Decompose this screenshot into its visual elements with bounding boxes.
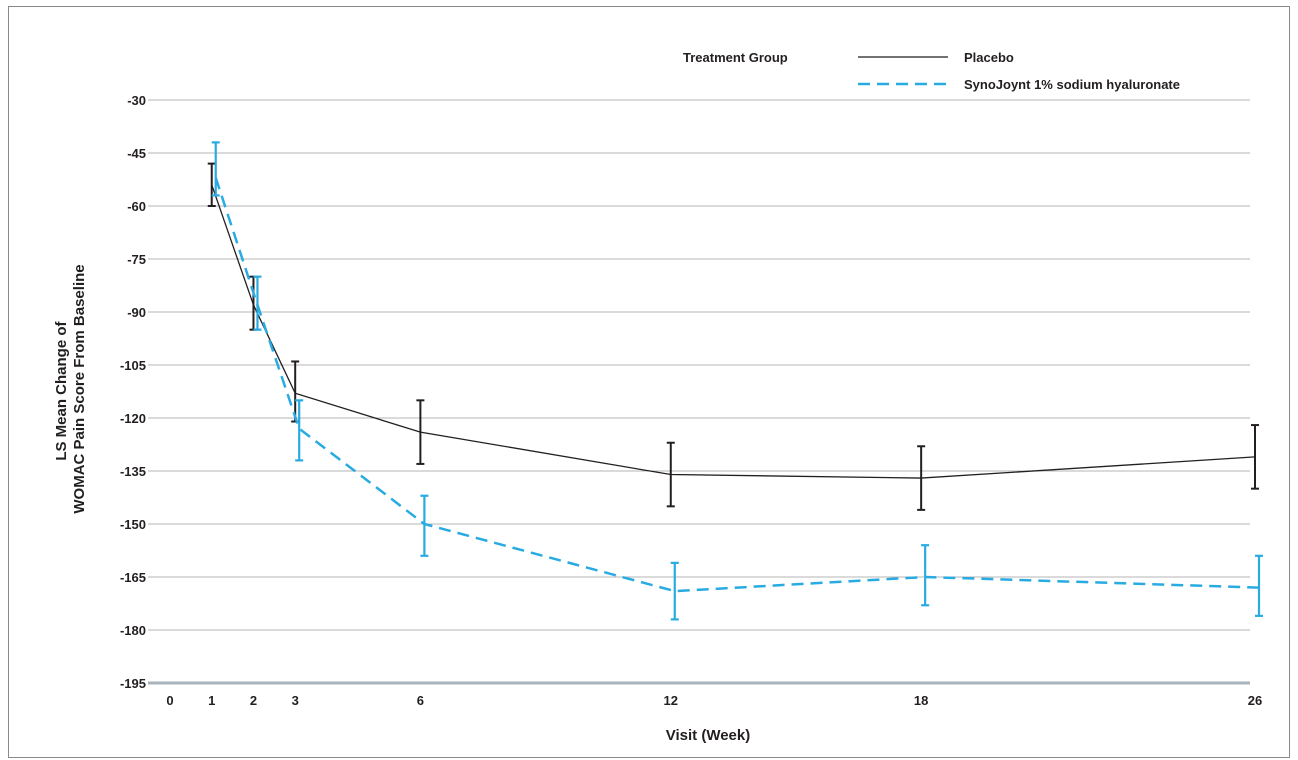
y-tick-label: -30 <box>127 93 146 108</box>
x-tick-label: 2 <box>250 693 257 708</box>
y-tick-label: -45 <box>127 146 146 161</box>
series-group <box>207 141 1263 621</box>
series-line <box>214 177 1260 593</box>
x-tick-label: 12 <box>664 693 678 708</box>
error-bar <box>295 399 304 462</box>
error-bar <box>249 275 258 331</box>
legend: Treatment Group Placebo SynoJoynt 1% sod… <box>683 50 1180 92</box>
y-tick-label: -180 <box>120 623 146 638</box>
error-bar <box>291 360 300 423</box>
error-bar <box>921 544 930 607</box>
series-placebo <box>207 162 1259 511</box>
y-tick-labels: -30 -45 -60 -75 -90 -105 -120 -135 -150 -165 -180 -… <box>120 93 146 691</box>
x-tick-label: 0 <box>166 693 173 708</box>
y-tick-label: -150 <box>120 517 146 532</box>
chart-frame <box>8 6 1290 758</box>
legend-title: Treatment Group <box>683 50 788 65</box>
y-tick-label: -165 <box>120 570 146 585</box>
legend-label-synojoynt: SynoJoynt 1% sodium hyaluronate <box>964 77 1180 92</box>
x-tick-label: 18 <box>914 693 928 708</box>
series-synojoynt <box>211 141 1263 621</box>
y-axis-title: LS Mean Change of WOMAC Pain Score From … <box>53 264 88 513</box>
y-tick-label: -105 <box>120 358 146 373</box>
error-bar <box>1255 554 1263 617</box>
error-bar <box>420 494 429 557</box>
y-tick-label: -60 <box>127 199 146 214</box>
x-tick-labels: 0 1 2 3 6 12 18 26 <box>166 693 1262 708</box>
grid-lines <box>148 99 1250 685</box>
error-bar <box>253 275 262 331</box>
series-line <box>211 184 1256 479</box>
x-tick-label: 3 <box>292 693 299 708</box>
y-axis-title-line-2: WOMAC Pain Score From Baseline <box>71 264 88 513</box>
y-tick-label: -90 <box>127 305 146 320</box>
error-bar <box>211 141 220 197</box>
y-tick-label: -75 <box>127 252 146 267</box>
legend-label-placebo: Placebo <box>964 50 1014 65</box>
x-axis-title: Visit (Week) <box>666 727 750 744</box>
x-tick-label: 6 <box>417 693 424 708</box>
x-tick-label: 1 <box>208 693 215 708</box>
y-tick-label: -120 <box>120 411 146 426</box>
x-tick-label: 26 <box>1248 693 1262 708</box>
y-axis-title-line-1: LS Mean Change of <box>53 321 70 461</box>
y-tick-label: -195 <box>120 676 146 691</box>
y-tick-label: -135 <box>120 464 146 479</box>
